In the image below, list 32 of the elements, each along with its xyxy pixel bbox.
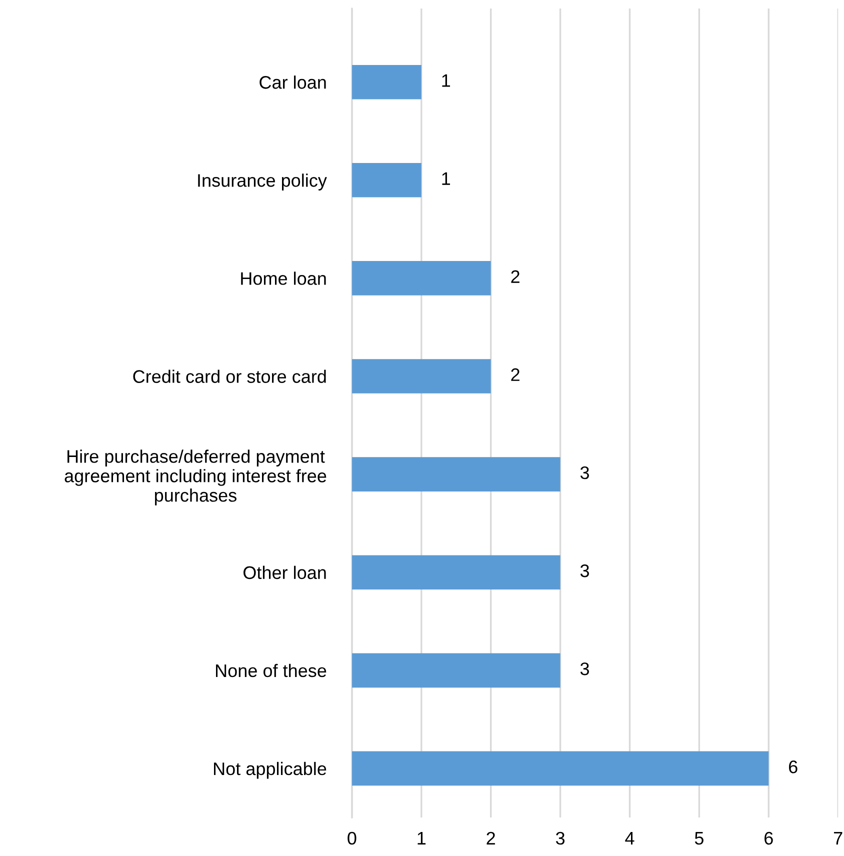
bar	[352, 457, 560, 492]
data-label: 3	[580, 466, 589, 480]
x-tick-label: 1	[418, 832, 426, 844]
data-label: 1	[442, 74, 450, 87]
x-tick-label: 7	[834, 832, 842, 844]
y-tick-label: Other loan	[244, 566, 326, 580]
bar	[352, 653, 560, 688]
x-tick-label: 4	[625, 832, 634, 844]
y-tick-label: Home loan	[241, 272, 326, 285]
x-tick-label: 6	[764, 832, 773, 845]
data-label: 1	[442, 172, 450, 185]
data-label: 6	[789, 760, 798, 774]
x-tick-label: 3	[556, 832, 565, 845]
bar	[352, 162, 422, 198]
data-label: 2	[511, 368, 520, 381]
bar	[352, 359, 491, 394]
bar	[352, 261, 491, 296]
y-tick-label: None of these	[216, 664, 326, 678]
y-tick-label: Insurance policy	[198, 174, 327, 190]
x-tick-label: 2	[486, 832, 495, 844]
bar	[352, 555, 560, 590]
y-tick-label: Car loan	[260, 76, 326, 89]
data-label: 3	[580, 662, 589, 676]
bar	[352, 751, 769, 786]
bar	[352, 64, 422, 100]
x-tick-label: 0	[348, 832, 356, 845]
data-label: 3	[580, 564, 589, 578]
y-tick-label: Hire purchase/deferred payment agreement including interest free purchases	[64, 450, 326, 506]
y-tick-label: Credit card or store card	[133, 370, 326, 383]
y-tick-label: Not applicable	[214, 762, 326, 779]
data-label: 2	[511, 270, 520, 283]
x-tick-label: 5	[694, 832, 704, 845]
